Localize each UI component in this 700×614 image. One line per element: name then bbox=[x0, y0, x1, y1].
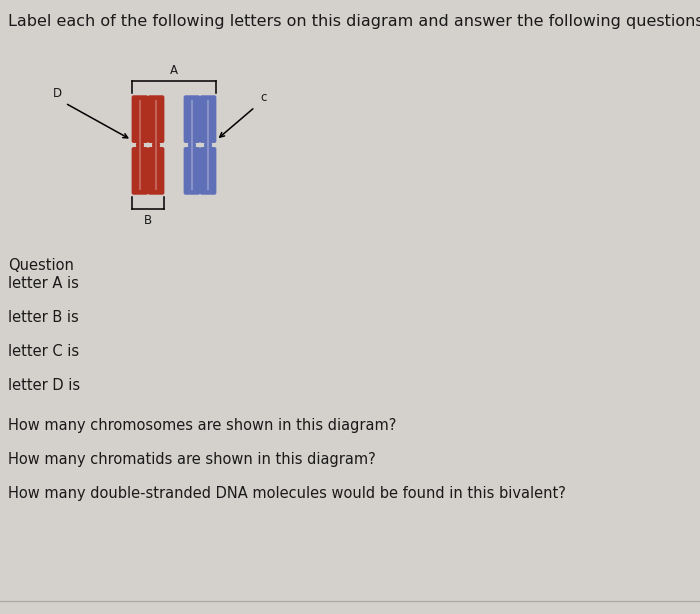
Text: Label each of the following letters on this diagram and answer the following que: Label each of the following letters on t… bbox=[8, 14, 700, 29]
FancyBboxPatch shape bbox=[148, 95, 164, 143]
Text: D: D bbox=[53, 87, 62, 100]
Text: letter A is: letter A is bbox=[8, 276, 79, 291]
Text: How many chromosomes are shown in this diagram?: How many chromosomes are shown in this d… bbox=[8, 418, 396, 433]
Text: How many chromatids are shown in this diagram?: How many chromatids are shown in this di… bbox=[8, 452, 376, 467]
FancyBboxPatch shape bbox=[199, 147, 216, 195]
Ellipse shape bbox=[204, 140, 212, 150]
Text: How many double-stranded DNA molecules would be found in this bivalent?: How many double-stranded DNA molecules w… bbox=[8, 486, 566, 501]
FancyBboxPatch shape bbox=[148, 147, 164, 195]
Text: letter D is: letter D is bbox=[8, 378, 80, 393]
FancyBboxPatch shape bbox=[132, 147, 148, 195]
Ellipse shape bbox=[136, 140, 144, 150]
FancyBboxPatch shape bbox=[132, 95, 148, 143]
Text: Question: Question bbox=[8, 258, 74, 273]
FancyBboxPatch shape bbox=[183, 147, 200, 195]
Ellipse shape bbox=[152, 140, 160, 150]
Text: c: c bbox=[260, 91, 267, 104]
Text: letter C is: letter C is bbox=[8, 344, 79, 359]
Text: letter B is: letter B is bbox=[8, 310, 78, 325]
FancyBboxPatch shape bbox=[199, 95, 216, 143]
Text: A: A bbox=[170, 64, 178, 77]
FancyBboxPatch shape bbox=[183, 95, 200, 143]
Ellipse shape bbox=[188, 140, 196, 150]
Text: B: B bbox=[144, 214, 152, 227]
